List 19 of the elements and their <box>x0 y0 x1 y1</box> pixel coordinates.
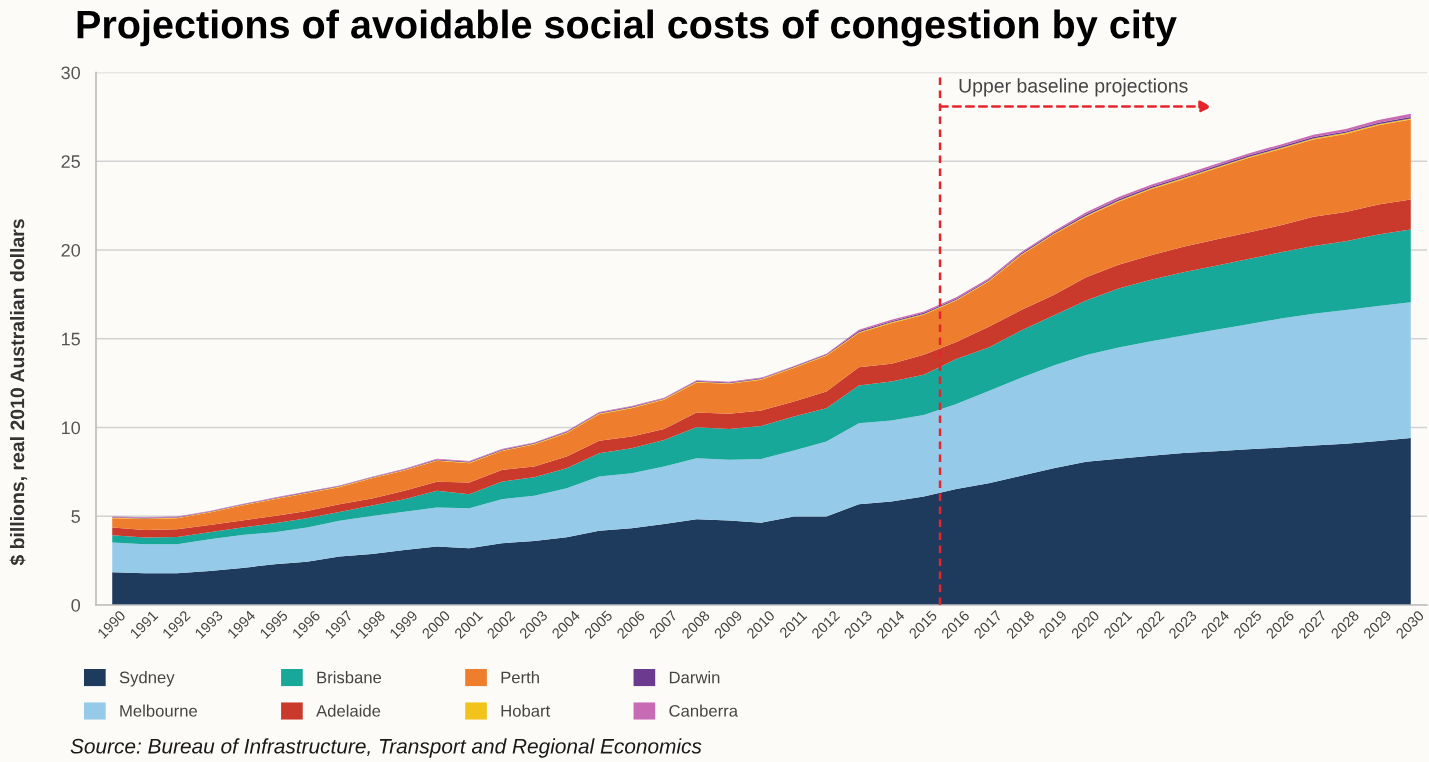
y-axis-title: $ billions, real 2010 Australian dollars <box>9 219 28 566</box>
chart-title: Projections of avoidable social costs of congestion by city <box>77 9 1177 47</box>
legend-label: Adelaide <box>316 704 381 717</box>
y-tick-label: 30 <box>61 66 81 80</box>
ref-line-label: Upper baseline projections <box>959 78 1188 97</box>
y-tick-label: 10 <box>62 421 81 435</box>
legend-label: Canberra <box>669 704 739 717</box>
y-tick-label: 20 <box>61 243 81 257</box>
y-tick-label: 25 <box>61 155 80 168</box>
y-tick-label: 0 <box>71 598 81 612</box>
y-tick-label: 15 <box>62 332 80 346</box>
legend-label: Sydney <box>119 671 175 687</box>
legend-label: Brisbane <box>317 671 382 684</box>
legend-label: Melbourne <box>120 704 198 717</box>
source-note: Source: Bureau of Infrastructure, Transport and Regional Economics <box>70 738 702 758</box>
legend-label: Perth <box>501 671 539 684</box>
y-tick-label: 5 <box>71 510 80 523</box>
legend-label: Darwin <box>669 671 720 684</box>
legend-label: Hobart <box>501 704 551 717</box>
